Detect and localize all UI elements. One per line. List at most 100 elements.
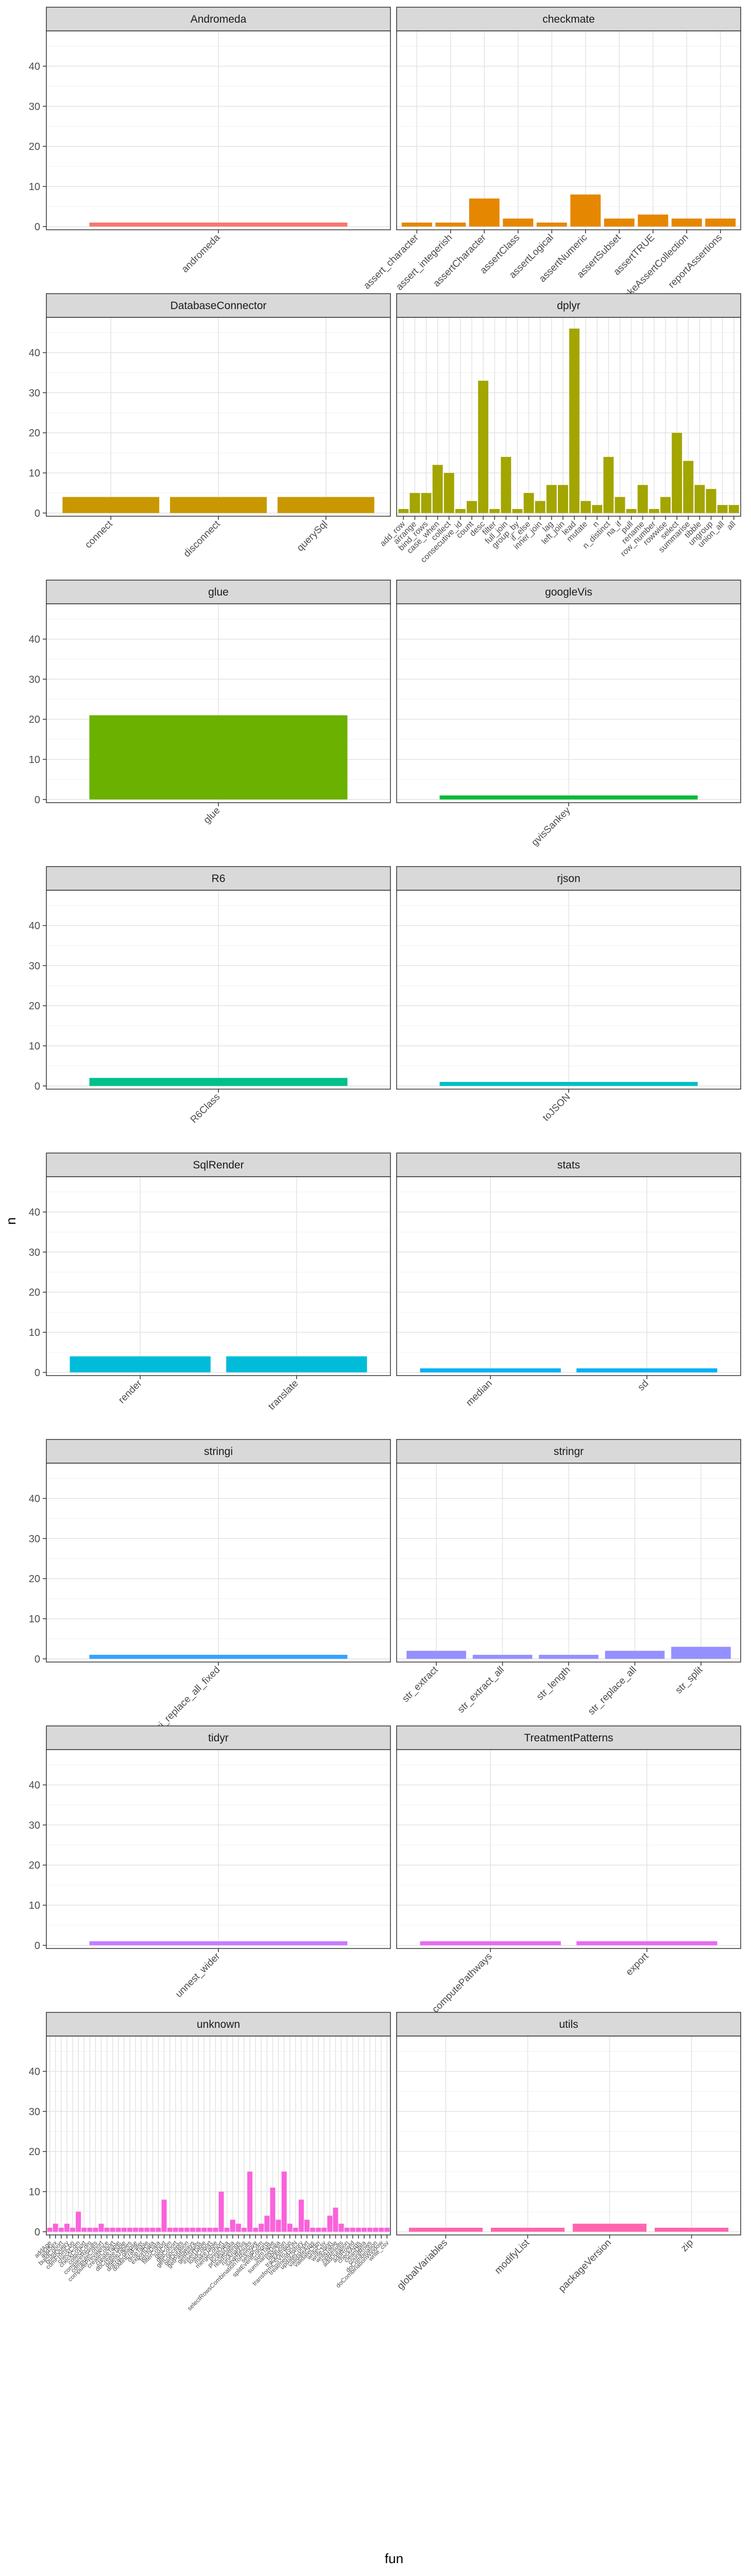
y-tick-label: 0: [35, 1940, 40, 1952]
facet-strip-label: R6: [212, 873, 226, 885]
bar-saveresults: [247, 2172, 253, 2232]
y-tick-label: 20: [29, 1001, 40, 1012]
bar-checkargs: [355, 2227, 361, 2232]
bar-docombination: [373, 2227, 379, 2232]
bar-modifylist: [490, 2227, 565, 2232]
bar-left-join: [557, 485, 568, 513]
y-tick-label: 30: [29, 1820, 40, 1831]
bar-addduration: [344, 2227, 350, 2232]
facet-strip: [46, 1725, 391, 1750]
bar-zip: [655, 2227, 729, 2232]
bar-buildquery: [64, 2224, 70, 2232]
bar-computeprevalence: [104, 2227, 110, 2232]
y-tick-label: 20: [29, 714, 40, 725]
bar-sd: [576, 1368, 718, 1372]
y-tick-label: 20: [29, 1860, 40, 1871]
bar-cleandata: [361, 2227, 367, 2232]
bar-full-join: [501, 456, 511, 513]
bar-filtercohort: [161, 2199, 167, 2232]
bar-ungroup: [706, 489, 716, 513]
panel-background: [397, 1177, 741, 1376]
facet-strip-label: glue: [208, 586, 229, 598]
y-tick-label: 30: [29, 960, 40, 972]
bar-summarise: [683, 461, 694, 513]
bar-getresults: [196, 2227, 201, 2232]
bar-addsex: [53, 2224, 58, 2232]
bar-rename: [637, 485, 648, 513]
y-tick-label: 40: [29, 61, 40, 72]
bar-case-when: [432, 465, 443, 513]
panel-border: [396, 2036, 741, 2235]
y-tick-label: 0: [35, 222, 40, 233]
facet-strip-label: stats: [557, 1159, 580, 1171]
y-tick-label: 40: [29, 1493, 40, 1504]
bar-union-all: [717, 505, 728, 513]
y-tick-label: 0: [35, 794, 40, 806]
bar-select: [672, 433, 682, 513]
bar-asserttrue: [638, 214, 669, 227]
panel-background: [397, 1750, 741, 1948]
y-tick-label: 20: [29, 1287, 40, 1298]
facet-strip-label: Andromeda: [191, 13, 247, 25]
facet-strip: [46, 1439, 391, 1464]
y-tick-label: 10: [29, 754, 40, 766]
bar-computepathways: [420, 1941, 561, 1945]
bar-median: [420, 1368, 561, 1372]
panel-border: [396, 317, 741, 517]
bar-row-number: [648, 509, 659, 513]
bar-count: [467, 501, 477, 513]
bar-connect: [62, 497, 160, 513]
bar-writejson: [327, 2215, 333, 2232]
bar-assertcharacter: [469, 198, 500, 227]
y-tick-label: 0: [35, 1081, 40, 1092]
bar-loadcohort: [207, 2227, 213, 2232]
bar-na-if: [615, 497, 625, 513]
bar-assertnumeric: [570, 194, 601, 227]
bar-writetable: [333, 2208, 338, 2232]
bar-zipresults: [338, 2224, 344, 2232]
bar-selectrowscombinationtoremove: [253, 2227, 259, 2232]
bar-assertsubset: [604, 218, 635, 227]
bar-mergecohort: [218, 2191, 224, 2232]
bar-translate: [226, 1356, 367, 1372]
bar-tojson: [439, 1081, 698, 1086]
bar-tablejoin: [281, 2172, 287, 2232]
y-tick-label: 40: [29, 2066, 40, 2077]
y-tick-label: 0: [35, 1367, 40, 1379]
bar-docombinationwindow: [379, 2227, 384, 2232]
bar-if-else: [523, 493, 534, 513]
bar-str-replace-all: [605, 1651, 665, 1659]
bar-inner-join: [535, 501, 545, 513]
bar-exportdata: [150, 2227, 156, 2232]
facet-strip: [46, 7, 391, 31]
bar-processdata: [230, 2219, 235, 2232]
y-tick-label: 40: [29, 347, 40, 359]
bar-transformcsvtojson: [293, 2227, 298, 2232]
y-tick-label: 0: [35, 508, 40, 519]
facet-strip-label: stringi: [204, 1446, 233, 1458]
y-tick-label: 30: [29, 2106, 40, 2117]
facet-strip: [396, 1439, 741, 1464]
facet-strip: [46, 293, 391, 318]
bar-str-extract: [406, 1651, 466, 1659]
facet-strip: [46, 1153, 391, 1177]
y-tick-label: 10: [29, 1614, 40, 1625]
bar-spliteventcohorts: [264, 2215, 270, 2232]
bar-gvissankey: [439, 795, 698, 800]
facet-strip-label: DatabaseConnector: [170, 300, 267, 312]
bar-droptable: [144, 2227, 150, 2232]
panel-background: [397, 31, 741, 230]
facet-strip: [396, 1725, 741, 1750]
facet-strip: [396, 2012, 741, 2037]
bar-n: [592, 505, 603, 513]
bar-desc: [478, 380, 489, 513]
facet-strip-label: stringr: [554, 1446, 584, 1458]
y-tick-label: 30: [29, 674, 40, 685]
bar-getcohort: [173, 2227, 178, 2232]
facet-panel-dplyr: dplyradd_rowarrangebind_rowscase_whencol…: [379, 293, 741, 565]
